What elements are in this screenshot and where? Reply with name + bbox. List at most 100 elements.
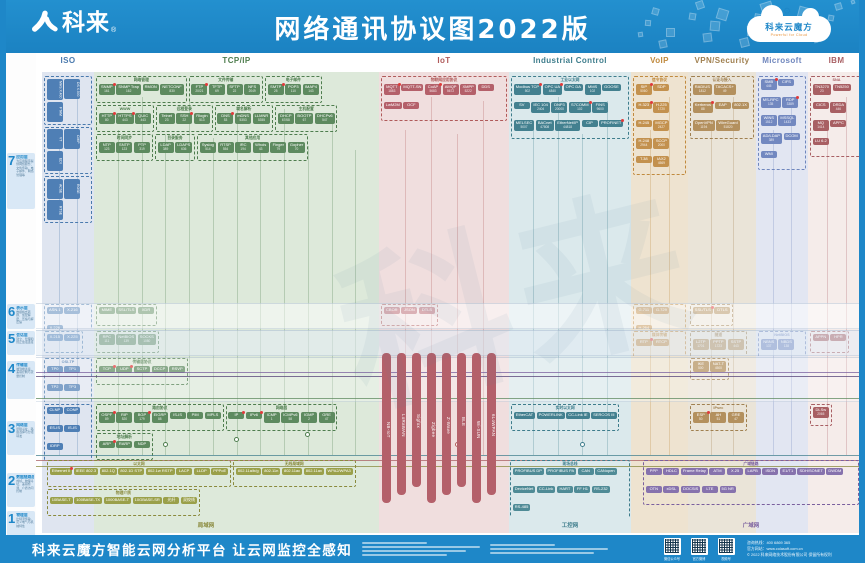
- protocol-name: LDAP: [160, 142, 171, 148]
- layer-name: 网络层: [16, 423, 28, 427]
- protocol-name: S7COMM: [571, 102, 589, 108]
- protocol-port: 23: [164, 117, 169, 122]
- protocol-box: LDAP 389: [157, 141, 174, 153]
- protocol-box: MPLS: [204, 411, 221, 420]
- common-protocol-flag: [281, 82, 285, 86]
- protocol-name: LACP: [178, 468, 190, 474]
- protocol-name: RS-485: [514, 504, 529, 510]
- protocol-box: RS-232: [592, 485, 610, 494]
- band-b7-ibm: SNA TN3270 23 TN5250CICS DRDA 446 MQ 1414 APPCLU…: [809, 75, 859, 301]
- band-b7-ms: SMB 445 CIFSMS-RPC 135 RDP 3389 WINS 1512 MSSQL 1…: [757, 75, 807, 301]
- protocol-box: OSPF 89: [98, 410, 116, 423]
- protocol-name: RDP: [785, 97, 795, 103]
- protocol-box: OPC UA 4840: [542, 82, 564, 95]
- protocol-port: 161: [104, 88, 110, 93]
- protocol-port: 513: [199, 117, 205, 122]
- qr-pattern: [719, 539, 733, 553]
- protocol-box: IDRP: [46, 442, 63, 451]
- protocol-group: 文件传输 FTP 20/21 TFTP 69 SFTP 22 NFS 2049: [188, 76, 263, 103]
- common-protocol-flag: [112, 410, 116, 414]
- protocol-group-title: OSI-TP: [61, 360, 75, 364]
- footer-note-block-2: [490, 542, 609, 556]
- protocol-port: 5007: [520, 124, 528, 129]
- protocol-box: MMS 102: [584, 83, 601, 95]
- protocol-port: 1194: [700, 124, 708, 129]
- band-b3-vpn: IPsec ESP 50 AH 51 GRE 47: [689, 403, 755, 461]
- protocol-name: IPv6: [249, 412, 258, 418]
- protocol-box: H.248 2944: [635, 137, 652, 149]
- protocol-name: IKE: [697, 361, 705, 367]
- common-protocol-flag: [588, 100, 592, 104]
- protocol-name: HTTP: [101, 113, 113, 119]
- column-header-iot: IoT: [437, 56, 451, 65]
- protocol-group: SNA TN3270 23 TN5250CICS DRDA 446 MQ 1414 APPCLU…: [810, 76, 859, 157]
- protocol-name: PIM: [191, 412, 199, 418]
- protocol-box: IKE 500: [692, 360, 709, 373]
- protocol-name: 802.1D STP: [120, 468, 143, 474]
- protocol-port: 102: [589, 88, 596, 93]
- protocol-port: 446: [835, 106, 842, 111]
- layer-number: 2: [8, 473, 16, 488]
- contact-line: © 2022 科来网络技术股份有限公司 保留所有权利: [747, 552, 832, 558]
- zone-label-wan: 广域网: [742, 523, 760, 529]
- column-header-ibm: IBM: [828, 56, 845, 65]
- protocol-port: 1414: [817, 124, 825, 129]
- protocol-box: PPPoE: [211, 467, 229, 476]
- protocol-box: LLMNR 5355: [252, 112, 271, 124]
- protocol-port: 22: [232, 88, 237, 93]
- protocol-name: TN3270: [814, 84, 830, 90]
- band-b7-iso: MHS X.400 DS X.500 FTAM VT CMIP EDI ACSE ROSE RT…: [43, 75, 93, 301]
- protocol-box: MELSEC 5007: [513, 119, 535, 131]
- common-protocol-flag: [130, 364, 134, 368]
- cloud-logo-subtitle: Powerful for Cloud: [770, 33, 808, 37]
- osi-layer-rail: 7 应用层 为应用程序提供网络服务：文件传输、电子邮件、网络管理等 6 表示层 数据格式转…: [6, 53, 36, 537]
- protocol-box: NFS 2049: [244, 83, 261, 95]
- protocol-name: Gopher: [289, 142, 304, 148]
- footer: 科来云魔方智能云网分析平台 让云网监控全感知 微信公众号 官方微博 视频号 咨询热线…: [6, 535, 859, 563]
- protocol-name: ISDN: [765, 468, 776, 474]
- protocol-port: 2065: [817, 411, 825, 416]
- protocol-name: OpenVPN: [694, 120, 713, 126]
- protocol-box: DNP3 20000: [551, 101, 568, 113]
- protocol-name: EtherNet/IP: [557, 120, 578, 126]
- protocol-box: HDLC: [663, 467, 680, 476]
- protocol-name: PROFIBUS PA: [547, 468, 575, 474]
- protocol-name: HTTPS: [118, 113, 132, 119]
- protocol-port: 830: [169, 88, 175, 93]
- protocol-name: 802.1w RSTP: [147, 468, 173, 474]
- protocol-port: 5355: [257, 117, 265, 122]
- connector-line: [557, 97, 559, 455]
- protocol-box: BACnet 47808: [535, 119, 554, 131]
- protocol-box: PPP: [645, 467, 662, 476]
- protocol-group-title: 认证与接入: [712, 78, 732, 82]
- protocol-port: 162: [126, 88, 132, 93]
- iot-stack-bar: Sigfox: [412, 353, 421, 487]
- protocol-box: CANopen: [595, 467, 617, 476]
- protocol-name: DDS: [481, 84, 490, 90]
- layer-meta: 传输层 端到端连接、差错控制与流量控制: [16, 363, 34, 397]
- band-b7-vpn: 认证与接入 RADIUS 1812 TACACS+ 49 Kerberos 88 EAP 802…: [689, 75, 755, 301]
- protocol-box: POWERLINK: [536, 411, 565, 420]
- protocol-box: LLDP: [193, 467, 210, 476]
- protocol-group: 电子邮件 SMTP 25 POP3 110 IMAP4 143: [264, 76, 322, 103]
- protocol-port: 70: [294, 146, 299, 151]
- band-b4-vpn: IKE 500 NAT-T 4500: [689, 357, 755, 402]
- protocol-group: SMB 445 CIFSMS-RPC 135 RDP 3389 WINS 1512 MSSQL 1…: [758, 76, 806, 170]
- protocol-name: 802.11ax: [305, 468, 322, 474]
- layer-label-1: 1 物理层 比特流传输，定义电气与机械特性: [7, 511, 35, 537]
- protocol-group-title: 主机配置: [298, 106, 314, 111]
- protocol-name: OTN: [649, 486, 659, 492]
- protocol-name: Frame Relay: [682, 468, 706, 474]
- protocol-box: TCP: [98, 364, 116, 374]
- protocol-port: 2944: [640, 142, 648, 147]
- protocol-port: 47: [734, 416, 738, 421]
- connector-line: [117, 130, 119, 455]
- band-b3-ics: 实时以太网 EtherCAT POWERLINK CC-Link IE SERCOS I…: [510, 403, 630, 461]
- protocol-group-title: 其他应用: [244, 135, 261, 140]
- protocol-group: IKE 500 NAT-T 4500: [690, 358, 730, 380]
- zone-wan: 广域链路 PPP HDLC Frame Relay ATM X.25 LAPB ISDN E1/…: [642, 459, 859, 517]
- protocol-port: 5353: [239, 117, 247, 122]
- protocol-group: 地址解析 ARP RARP NDP: [96, 432, 153, 460]
- iot-stack-bar: Z-Wave: [442, 353, 451, 495]
- protocol-box: IRC 194: [235, 141, 252, 153]
